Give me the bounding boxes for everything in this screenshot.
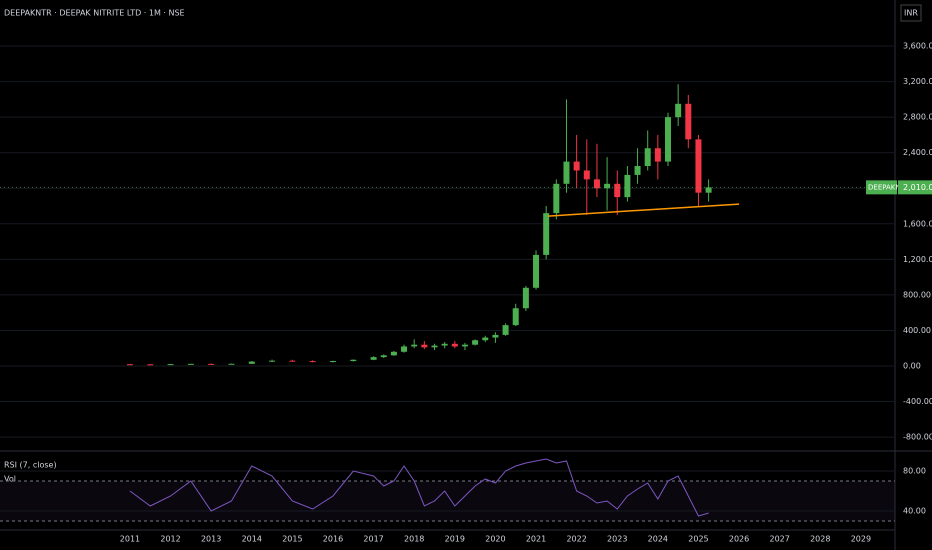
candle-body	[492, 334, 499, 338]
y-tick-label: 800.00	[903, 290, 931, 299]
x-tick-label: 2023	[607, 535, 627, 544]
candle-body	[167, 364, 174, 366]
x-tick-label: 2024	[648, 535, 668, 544]
candle-body	[350, 359, 357, 362]
candle-body	[543, 213, 550, 255]
candle-body	[522, 287, 529, 309]
x-tick-label: 2028	[810, 535, 830, 544]
candle-body	[431, 345, 438, 348]
candle-body	[604, 183, 611, 189]
x-tick-label: 2019	[445, 535, 465, 544]
chart-title: DEEPAKNTR · DEEPAK NITRITE LTD · 1M · NS…	[4, 9, 185, 18]
candle-body	[583, 170, 590, 180]
candle-body	[228, 363, 235, 365]
candle-body	[665, 117, 672, 162]
y-tick-label: 3,200.00	[903, 77, 932, 86]
y-tick-label: 400.00	[903, 326, 931, 335]
candle-body	[634, 166, 641, 175]
rsi-title: RSI (7, close)	[4, 461, 57, 470]
candle-body	[593, 179, 600, 189]
y-tick-label: 80.00	[903, 467, 926, 476]
candle-body	[289, 360, 296, 362]
candle-body	[126, 364, 133, 366]
x-tick-label: 2029	[851, 535, 871, 544]
x-tick-label: 2015	[282, 535, 302, 544]
x-tick-label: 2021	[526, 535, 546, 544]
y-tick-label: 2,400.00	[903, 148, 932, 157]
y-tick-label: 40.00	[903, 507, 926, 516]
trendline	[548, 203, 740, 217]
candle-body	[705, 187, 712, 193]
candle-body	[269, 360, 276, 362]
candle-body	[472, 340, 479, 345]
x-tick-label: 2014	[242, 535, 262, 544]
rsi-line	[129, 458, 709, 517]
candle-body	[624, 174, 631, 198]
candle-body	[573, 161, 580, 171]
rsi-subtitle: Vol	[4, 475, 16, 484]
candle-body	[441, 343, 448, 346]
candle-body	[644, 148, 651, 167]
candle-body	[553, 183, 560, 214]
candle-body	[654, 148, 661, 162]
currency: INR	[904, 9, 918, 18]
candle-body	[563, 161, 570, 184]
candle-body	[248, 361, 255, 364]
x-tick-label: 2017	[363, 535, 383, 544]
rsi-band	[0, 481, 895, 521]
candle-body	[695, 139, 702, 193]
candle-body	[329, 361, 336, 363]
candle-body	[502, 325, 509, 335]
candle-body	[411, 344, 418, 347]
last-price-name-box	[866, 180, 897, 195]
candle-body	[370, 357, 377, 360]
candle-body	[187, 363, 194, 365]
x-tick-label: 2025	[688, 535, 708, 544]
candle-body	[512, 308, 519, 326]
x-tick-label: 2013	[201, 535, 221, 544]
candle-body	[390, 351, 397, 356]
y-tick-label: -800.00	[903, 433, 932, 442]
x-tick-label: 2018	[404, 535, 424, 544]
currency-box	[900, 4, 922, 22]
x-tick-label: 2022	[566, 535, 586, 544]
x-tick-label: 2026	[729, 535, 749, 544]
y-tick-label: 3,600.00	[903, 42, 932, 51]
candle-body	[482, 337, 489, 341]
last-price-name: DEEPAKNTR	[868, 183, 910, 191]
candle-body	[685, 103, 692, 140]
x-tick-label: 2016	[323, 535, 343, 544]
y-tick-label: 1,600.00	[903, 219, 932, 228]
candle-body	[401, 346, 408, 352]
candle-body	[533, 254, 540, 288]
candle-body	[451, 343, 458, 347]
candle-body	[380, 355, 387, 358]
y-tick-label: 0.00	[903, 362, 921, 371]
x-tick-label: 2027	[769, 535, 789, 544]
x-tick-label: 2012	[160, 535, 180, 544]
x-tick-label: 2011	[120, 535, 140, 544]
y-tick-label: 2,800.00	[903, 113, 932, 122]
candle-body	[614, 183, 621, 198]
y-tick-label: -400.00	[903, 397, 932, 406]
y-tick-label: 1,200.00	[903, 255, 932, 264]
last-price-label: 2,010.00	[903, 183, 932, 192]
x-tick-label: 2020	[485, 535, 505, 544]
candle-body	[309, 361, 316, 363]
candle-body	[675, 103, 682, 118]
candle-body	[208, 363, 215, 365]
candle-body	[147, 364, 154, 366]
candle-body	[421, 344, 428, 348]
candle-body	[461, 344, 468, 347]
last-price-box	[898, 180, 932, 195]
